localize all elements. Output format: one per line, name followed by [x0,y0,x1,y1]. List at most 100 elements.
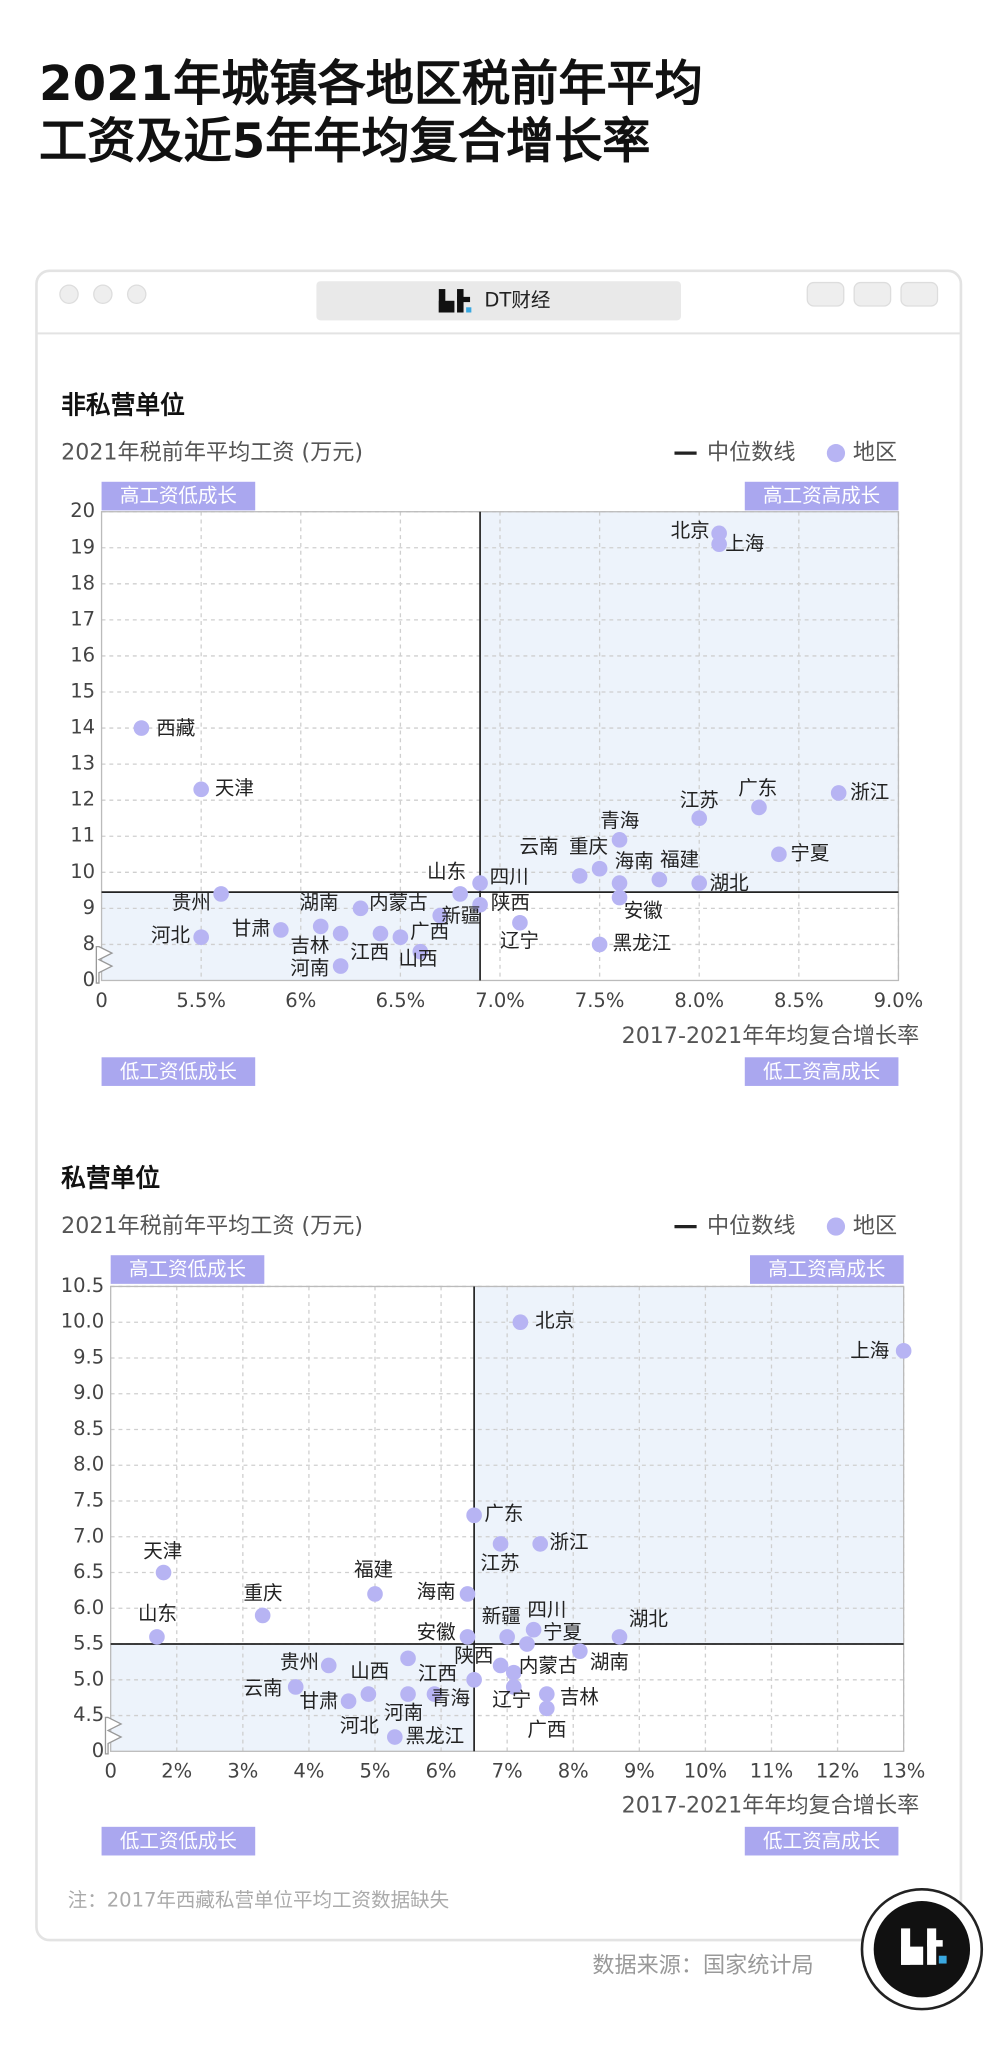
quadrant-label: 高工资低成长 [129,1258,246,1281]
x-tick-label: 7.0% [475,989,525,1012]
data-point [505,1679,522,1695]
point-label: 广西 [527,1718,566,1741]
data-point [611,832,628,848]
data-point [505,1664,522,1681]
point-label: 四川 [527,1598,566,1621]
point-label: 甘肃 [232,917,271,940]
data-point [459,1629,476,1645]
data-point [387,1729,403,1745]
legend-swatch [826,444,846,463]
x-break-label: 0 [95,989,107,1012]
y-tick-label: 9 [83,896,95,919]
point-label: 宁夏 [543,1620,582,1643]
point-label: 西藏 [156,717,195,740]
quadrant-label: 高工资低成长 [120,484,237,507]
quadrant-label: 高工资高成长 [763,484,880,507]
y-tick-label: 16 [70,643,95,666]
x-tick-label: 10% [684,1760,727,1783]
y-tick-label: 10 [70,860,95,883]
x-tick-label: 12% [816,1760,859,1783]
point-label: 山西 [398,947,437,970]
point-label: 山西 [350,1659,389,1682]
data-point [466,1671,482,1688]
quadrant-label-box [101,1057,256,1086]
quadrant-label: 高工资高成长 [768,1258,885,1281]
point-label: 湖南 [590,1650,629,1673]
data-point [492,1657,509,1674]
x-tick-label: 3% [227,1760,258,1783]
y-tick-label: 9.5 [73,1345,104,1368]
quadrant-label-box [750,1255,904,1284]
x-tick-label: 5.5% [176,989,226,1012]
point-label: 陕西 [491,891,530,914]
x-tick-label: 4% [293,1760,324,1783]
data-point [751,799,767,816]
x-tick-label: 7% [492,1760,523,1783]
note: 注：2017年西藏私营单位平均工资数据缺失 [68,1889,449,1912]
data-point [651,871,668,888]
point-label: 浙江 [850,780,889,803]
data-point [193,781,209,798]
point-label: 云南 [244,1676,283,1699]
y-tick-label: 10.0 [61,1310,104,1333]
data-point [312,918,329,935]
point-label: 福建 [660,848,699,871]
data-point [466,1507,482,1524]
data-point [691,875,708,891]
y-tick-label: 6.0 [73,1596,104,1619]
legend-swatch [826,1217,846,1236]
quadrant-label-box [744,481,899,511]
point-label: 贵州 [280,1650,319,1673]
x-tick-label: 13% [882,1760,925,1783]
point-label: 天津 [215,777,254,800]
data-point [400,1686,416,1702]
y-tick-label: 8.0 [73,1453,104,1476]
point-label: 青海 [600,809,639,832]
x-tick-label: 8.5% [774,989,824,1012]
point-label: 辽宁 [500,929,539,952]
y-tick-label: 4.5 [73,1703,104,1726]
y-tick-label: 19 [70,535,95,558]
point-label: 广东 [484,1502,523,1525]
point-label: 河北 [151,924,190,947]
x-tick-label: 8.0% [674,989,724,1012]
quadrant-label: 低工资低成长 [120,1060,237,1083]
x-tick-label: 9.0% [874,989,924,1012]
page-title: 工资及近5年年均复合增长率 [39,114,650,170]
data-point [392,929,409,946]
data-point [771,846,787,863]
data-point [340,1693,357,1710]
data-point [591,860,608,877]
point-label: 陕西 [454,1644,493,1667]
data-point [432,907,449,924]
y-tick-label: 6.5 [73,1560,104,1583]
point-label: 安徽 [417,1620,457,1643]
quadrant-shade [480,511,899,893]
data-point [499,1629,515,1645]
data-point [830,785,847,801]
data-point [320,1657,337,1674]
data-point [611,889,628,906]
plot-border [100,511,900,982]
point-label: 湖北 [629,1607,668,1630]
y-tick-label: 8 [83,932,95,955]
point-label: 甘肃 [299,1689,338,1712]
window-title: DT财经 [484,288,550,311]
point-label: 湖南 [299,891,338,914]
point-label: 新疆 [441,904,480,927]
point-label: 河北 [340,1714,379,1737]
y-tick-label: 13 [70,752,95,775]
data-point [459,1586,476,1602]
point-label: 黑龙江 [613,932,672,955]
point-label: 山东 [427,860,466,883]
data-point [452,886,468,902]
chart-subtitle: 非私营单位 [61,390,185,419]
data-point [512,914,528,931]
y-tick-label: 7.0 [73,1524,104,1547]
y-axis-title: 2021年税前年平均工资 (万元) [61,1213,363,1239]
data-point [213,886,229,902]
data-point [400,1650,416,1667]
page-title: 2021年城镇各地区税前年平均 [39,56,703,112]
data-point [149,1629,165,1645]
